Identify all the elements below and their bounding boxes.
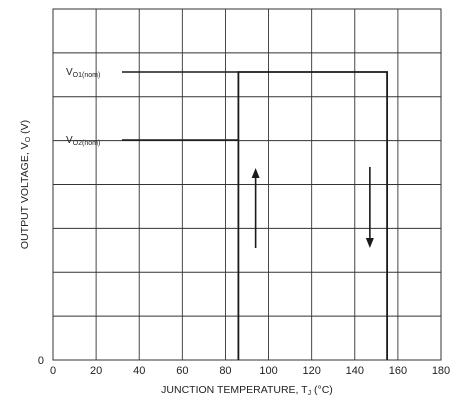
x-tick-label: 120: [302, 365, 320, 377]
x-tick-label: 60: [176, 365, 188, 377]
x-axis-title: JUNCTION TEMPERATURE, TJ (°C): [161, 384, 333, 397]
y-axis-title: OUTPUT VOLTAGE, VO (V): [19, 120, 32, 249]
x-tick-label: 180: [432, 365, 450, 377]
series-layer: [237, 71, 389, 360]
y-tick-label: 0: [38, 355, 44, 367]
x-tick-label: 100: [259, 365, 277, 377]
cooling-arrow-head: [365, 238, 374, 248]
vo1-level-label: VO1(nom): [66, 67, 100, 79]
vo2-level-label: VO2(nom): [66, 135, 100, 147]
arrow-layer: [251, 167, 374, 248]
x-tick-label: 160: [389, 365, 407, 377]
tick-labels: 0 20 40 60 80 100 120 140 160 180 0: [38, 355, 450, 377]
grid: [52, 8, 442, 361]
level-labels: VO1(nom) VO2(nom): [66, 67, 239, 147]
x-tick-label: 80: [219, 365, 231, 377]
x-tick-label: 0: [50, 365, 56, 377]
hysteresis-line: [237, 71, 389, 360]
x-tick-label: 20: [90, 365, 102, 377]
x-tick-label: 140: [346, 365, 364, 377]
x-tick-label: 40: [133, 365, 145, 377]
heating-arrow-head: [251, 168, 260, 178]
